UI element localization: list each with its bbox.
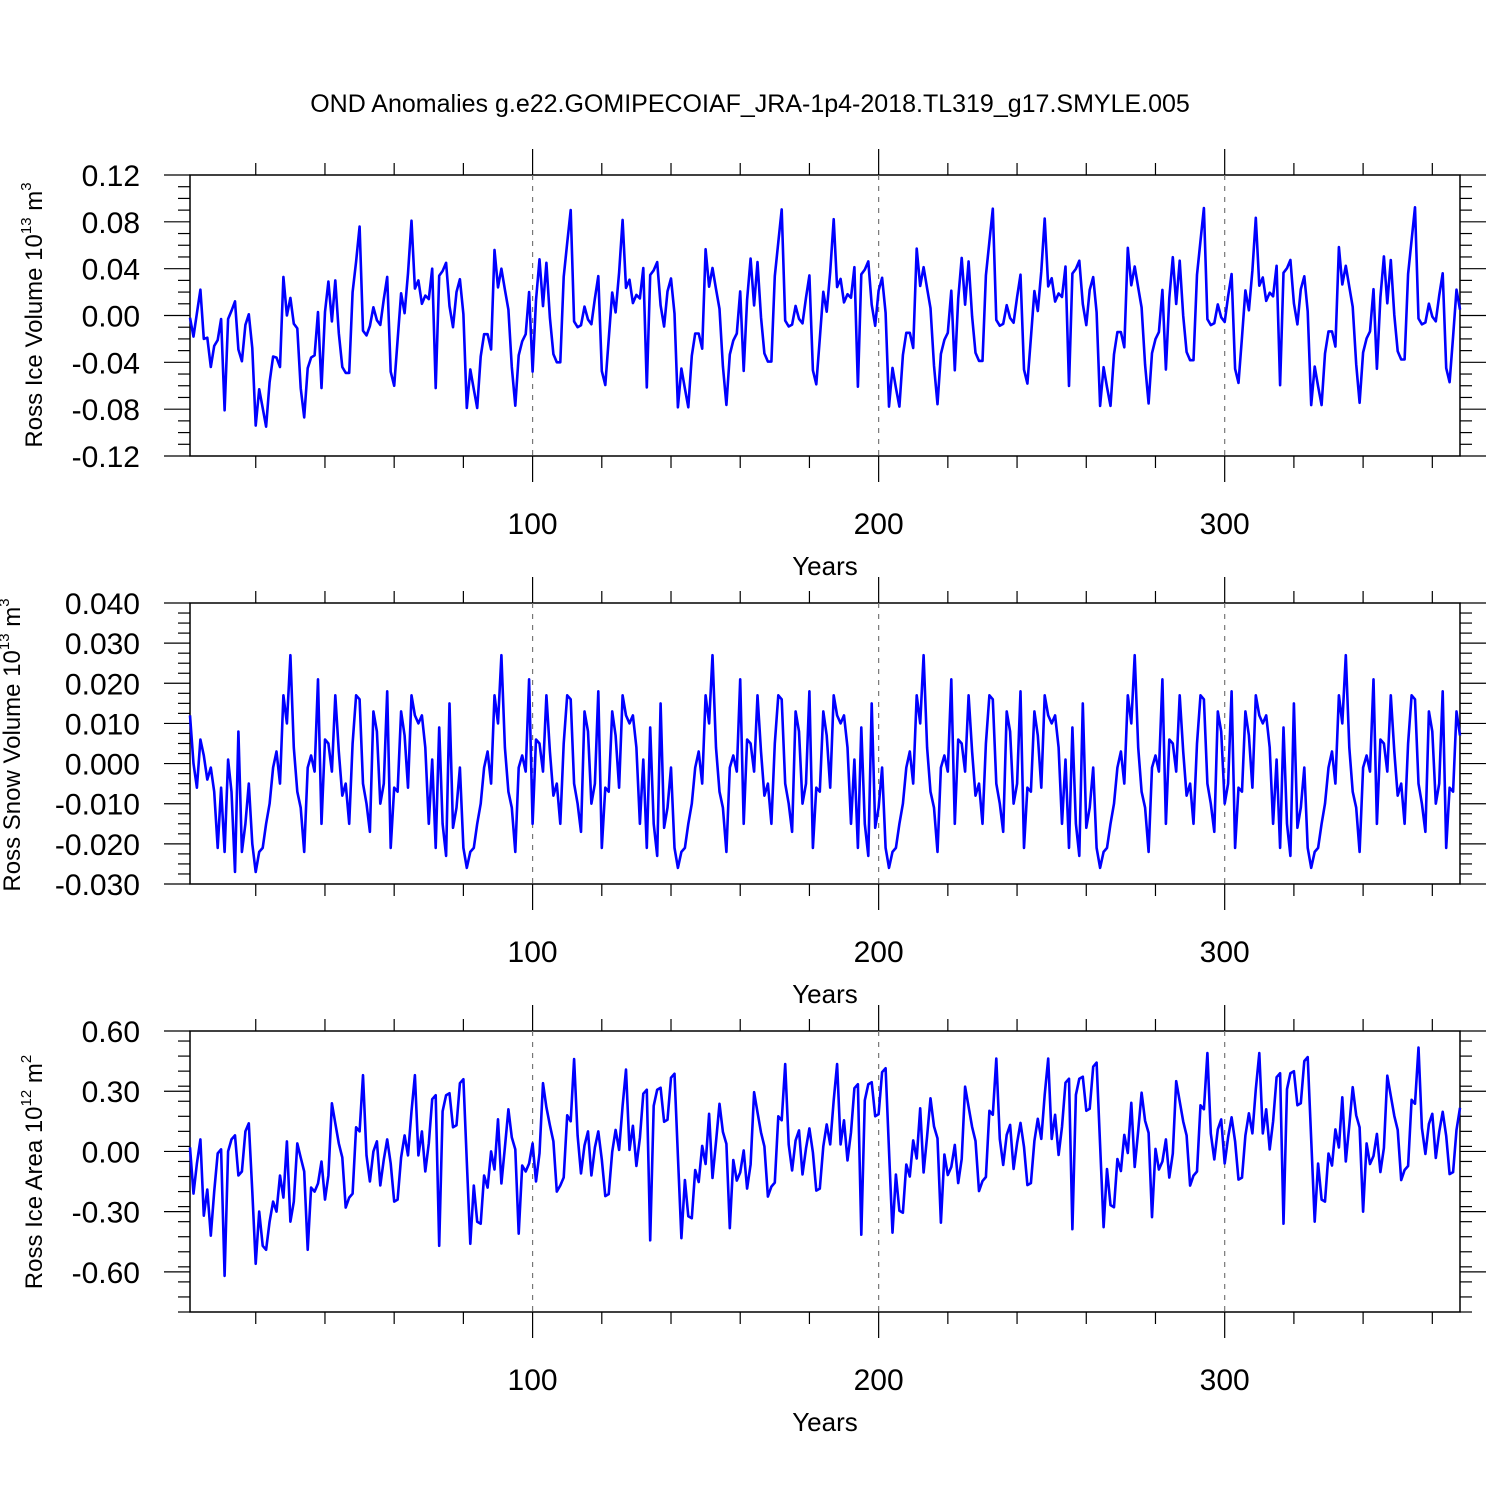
x-tick-label: 300: [1200, 508, 1250, 541]
x-tick-labels: 100 200 300: [508, 1364, 1250, 1397]
y-tick-label: 0.020: [65, 668, 140, 701]
ice-area-panel: -0.60 -0.30 0.00 0.30 0.60 100 200 300 Years R…: [18, 1005, 1486, 1437]
x-tick-label: 200: [854, 508, 904, 541]
axis-ticks: [164, 1005, 1486, 1338]
ice-volume-series-line: [188, 206, 1462, 428]
y-tick-label: 0.04: [82, 254, 140, 287]
y-tick-label: 0.00: [82, 1136, 140, 1169]
vertical-grid: [531, 603, 1226, 884]
y-axis-label-exponent: 13: [18, 217, 35, 234]
x-tick-label: 100: [508, 936, 558, 969]
y-tick-label: 0.040: [65, 588, 140, 621]
y-axis-label-unit-exponent: 3: [18, 182, 35, 190]
y-tick-label: -0.010: [55, 789, 140, 822]
y-tick-label: 0.60: [82, 1016, 140, 1049]
y-axis-label: Ross Ice Volume 1013 m3: [18, 182, 48, 447]
x-axis-label: Years: [792, 979, 858, 1009]
y-tick-label: -0.04: [72, 347, 140, 380]
y-axis-label-exponent: 13: [0, 633, 13, 650]
x-tick-label: 200: [854, 1364, 904, 1397]
x-axis-label: Years: [792, 551, 858, 581]
axis-ticks: [164, 577, 1486, 910]
vertical-grid: [531, 175, 1226, 456]
x-tick-label: 300: [1200, 936, 1250, 969]
y-axis-label-unit: m: [0, 607, 26, 634]
y-axis-label-main: Ross Snow Volume 10: [0, 650, 26, 891]
y-tick-labels: -0.12 -0.08 -0.04 0.00 0.04 0.08 0.12: [72, 160, 140, 474]
y-tick-labels: -0.60 -0.30 0.00 0.30 0.60: [72, 1016, 140, 1290]
y-tick-label: 0.00: [82, 301, 140, 334]
x-tick-label: 300: [1200, 1364, 1250, 1397]
y-tick-label: -0.12: [72, 441, 140, 474]
y-axis-label: Ross Ice Area 1012 m2: [18, 1055, 48, 1289]
y-axis-label-exponent: 12: [18, 1090, 35, 1107]
y-tick-label: -0.60: [72, 1257, 140, 1290]
y-axis-label-unit-exponent: 2: [18, 1055, 35, 1063]
y-tick-label: -0.08: [72, 394, 140, 427]
y-tick-label: 0.08: [82, 207, 140, 240]
y-axis-label-unit-exponent: 3: [0, 598, 13, 606]
snow-volume-series-line: [188, 653, 1462, 874]
axis-ticks: [164, 149, 1486, 482]
y-tick-label: 0.030: [65, 628, 140, 661]
x-axis-label: Years: [792, 1407, 858, 1437]
y-tick-label: -0.30: [72, 1197, 140, 1230]
y-axis-label-unit: m: [21, 1063, 48, 1090]
chart-title: OND Anomalies g.e22.GOMIPECOIAF_JRA-1p4-…: [310, 90, 1190, 118]
vertical-grid: [531, 1031, 1226, 1312]
y-tick-labels: -0.030 -0.020 -0.010 0.000 0.010 0.020 0.030 0.…: [55, 588, 140, 902]
x-tick-label: 100: [508, 508, 558, 541]
ice-volume-panel: -0.12 -0.08 -0.04 0.00 0.04 0.08 0.12 100 200 30…: [18, 149, 1486, 581]
y-tick-label: 0.30: [82, 1076, 140, 1109]
y-tick-label: 0.12: [82, 160, 140, 193]
y-axis-label-main: Ross Ice Volume 10: [21, 234, 48, 447]
x-tick-labels: 100 200 300: [508, 936, 1250, 969]
y-tick-label: -0.030: [55, 869, 140, 902]
y-axis-label-main: Ross Ice Area 10: [21, 1106, 48, 1289]
x-tick-label: 100: [508, 1364, 558, 1397]
y-tick-label: 0.010: [65, 708, 140, 741]
snow-volume-panel: -0.030 -0.020 -0.010 0.000 0.010 0.020 0.030 0.…: [0, 577, 1486, 1009]
y-tick-label: -0.020: [55, 829, 140, 862]
ice-area-series-line: [188, 1046, 1462, 1278]
x-tick-label: 200: [854, 936, 904, 969]
x-tick-labels: 100 200 300: [508, 508, 1250, 541]
y-tick-label: 0.000: [65, 749, 140, 782]
plot-frame: [189, 1030, 1461, 1313]
y-axis-label: Ross Snow Volume 1013 m3: [0, 598, 26, 891]
y-axis-label-unit: m: [21, 191, 48, 218]
